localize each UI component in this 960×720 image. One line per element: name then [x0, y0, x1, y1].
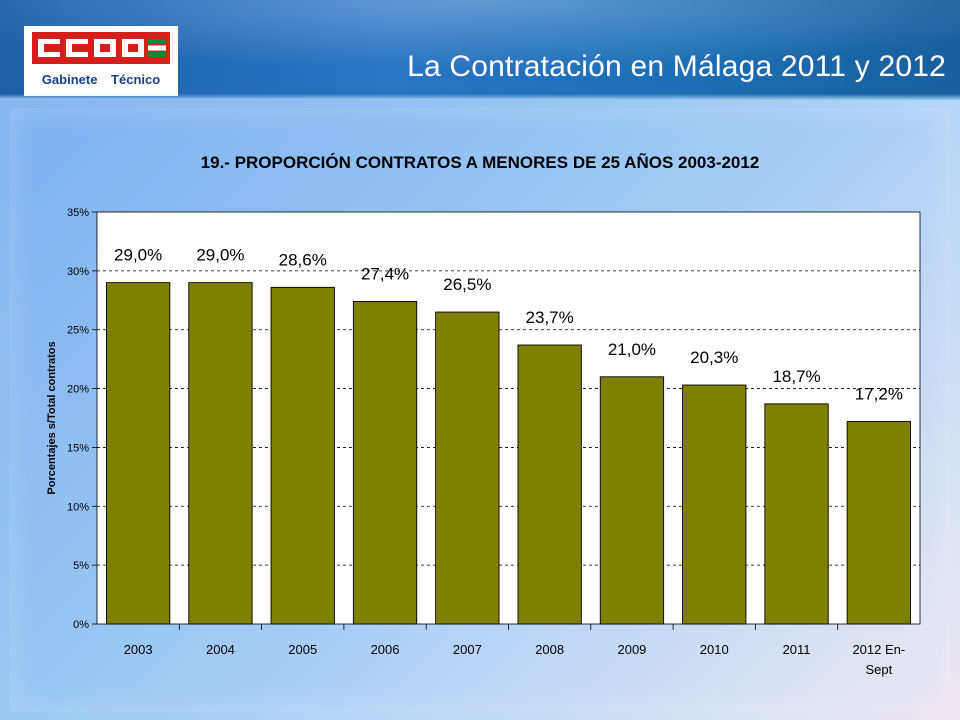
y-tick-label: 35%: [67, 207, 89, 219]
bar: [682, 384, 747, 625]
x-tick-label: 2009: [617, 642, 646, 657]
data-label: 29,0%: [114, 246, 162, 265]
logo-band: [32, 32, 170, 64]
data-label: 29,0%: [196, 246, 244, 265]
y-tick-label: 25%: [67, 325, 89, 337]
x-tick-label: 2005: [288, 642, 317, 657]
page-title: La Contratación en Málaga 2011 y 2012: [407, 50, 946, 83]
bar: [106, 282, 171, 625]
data-label: 18,7%: [772, 367, 820, 386]
data-label: 28,6%: [279, 250, 327, 269]
data-label: 27,4%: [361, 264, 409, 283]
bar: [599, 376, 665, 625]
x-tick-label: 2004: [206, 642, 235, 657]
bar: [188, 282, 253, 625]
y-tick-label: 5%: [73, 560, 89, 572]
data-label: 20,3%: [690, 348, 738, 367]
data-label: 26,5%: [443, 275, 491, 294]
bar: [846, 421, 911, 625]
x-tick-label: Sept: [865, 662, 892, 677]
y-axis-label: Porcentajes s/Total contratos: [46, 341, 58, 494]
data-label: 17,2%: [855, 385, 903, 404]
x-tick-label: 2006: [371, 642, 400, 657]
x-tick-label: 2007: [453, 642, 482, 657]
x-tick-label: 2003: [124, 642, 153, 657]
x-tick-label: 2010: [700, 642, 729, 657]
chart-title: 19.- PROPORCIÓN CONTRATOS A MENORES DE 2…: [201, 152, 760, 172]
data-label: 23,7%: [526, 308, 574, 327]
x-tick-label: 2011: [783, 642, 811, 657]
bars-layer: [106, 282, 911, 625]
axis-layer: 0% 5% 10% 15% 20% 25% 30% 35% 2003 2004 2005 2006 20…: [67, 207, 905, 677]
y-tick-label: 10%: [67, 501, 89, 513]
x-tick-label: 2008: [535, 642, 564, 657]
data-label: 21,0%: [608, 340, 656, 359]
bar: [764, 403, 829, 625]
logo-subtitle: Gabinete Técnico: [41, 72, 161, 87]
y-tick-label: 30%: [67, 266, 89, 278]
logo-letters-graphic: [38, 39, 166, 57]
y-tick-label: 15%: [67, 442, 89, 454]
header-banner: Gabinete Técnico La Contratación en Mála…: [0, 0, 960, 100]
y-tick-label: 20%: [67, 384, 89, 396]
bar: [517, 344, 582, 625]
bar: [352, 301, 418, 625]
bar: [435, 311, 500, 625]
ccoo-logo: Gabinete Técnico: [24, 26, 178, 96]
y-tick-label: 0%: [73, 619, 89, 631]
x-tick-label: 2012 En-: [852, 642, 905, 657]
bar: [270, 286, 335, 625]
data-labels-layer: 29,0% 29,0% 28,6% 27,4% 26,5% 23,7% 21,0% 20,3%…: [114, 246, 903, 404]
